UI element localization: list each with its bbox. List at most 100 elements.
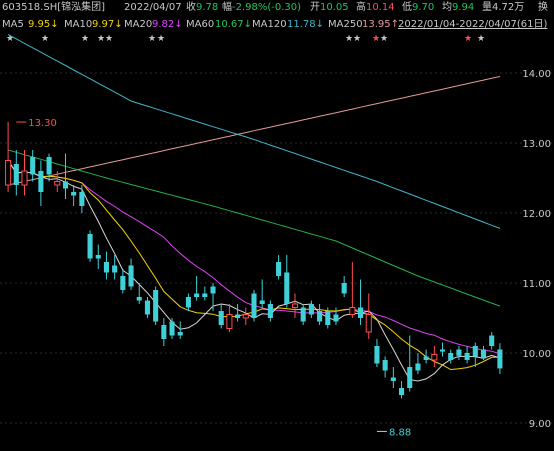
close-value: 9.78: [196, 2, 219, 13]
ma250-value: 13.95↑: [362, 19, 400, 30]
candle-body: [13, 164, 19, 185]
candle-body: [242, 314, 249, 319]
candle-body: [226, 314, 233, 329]
open-label: 开: [310, 2, 320, 13]
symbol-label: 603518.SH[锦泓集团]: [2, 2, 106, 13]
date-label: 2022/04/07: [124, 2, 182, 13]
candle-body: [365, 314, 372, 333]
close-label: 收: [186, 2, 196, 13]
avg-label: 均: [442, 2, 452, 13]
ma10-label: MA10: [64, 19, 93, 30]
ma20-value: 9.82↓: [152, 19, 183, 30]
ma250-line: [7, 76, 501, 186]
y-tick-label: 11.00: [522, 279, 551, 290]
ma60-value: 10.67↓: [215, 19, 253, 30]
candle-body: [136, 297, 142, 301]
star-icon: ★: [353, 34, 361, 44]
candle-body: [194, 293, 200, 297]
y-tick-label: 12.00: [522, 209, 551, 220]
ma5-value: 9.95↓: [28, 19, 59, 30]
candle-body: [358, 307, 364, 318]
candle-body: [291, 303, 299, 308]
star-icon: ★: [6, 34, 14, 44]
candle-body: [374, 346, 380, 364]
y-tick-label: 10.00: [522, 349, 551, 360]
star-icon: ★: [97, 34, 105, 44]
high-value: 10.14: [366, 2, 395, 13]
candle-body: [103, 262, 109, 273]
event-markers: ★ ★ ★ ★ ★ ★ ★ ★ ★ ★ ★ ★ ★: [6, 34, 485, 44]
candle-body: [21, 170, 28, 186]
candle-body: [382, 360, 388, 371]
ma60-line: [7, 149, 501, 307]
change-label: 幅: [222, 2, 232, 13]
candle-body: [95, 255, 101, 259]
star-icon: ★: [372, 34, 380, 44]
candle-body: [177, 332, 183, 336]
candle-body: [144, 300, 150, 315]
volume-label: 量: [482, 2, 492, 13]
candle-body: [439, 349, 446, 352]
candle-body: [497, 349, 503, 369]
ma120-line: [7, 34, 501, 229]
candles: [5, 122, 503, 399]
low-label: 低: [402, 2, 412, 13]
candle-body: [30, 157, 36, 175]
candle-body: [349, 307, 356, 315]
low-value: 9.70: [412, 2, 435, 13]
star-icon: ★: [41, 34, 49, 44]
candle-body: [259, 300, 265, 304]
ma20-label: MA20: [124, 19, 153, 30]
candle-body: [284, 272, 290, 304]
candle-body: [390, 377, 396, 381]
candle-body: [202, 293, 208, 297]
y-tick-label: 14.00: [522, 69, 551, 80]
ma-legend: MA5 9.95↓ MA10 9.97↓ MA20 9.82↓ MA60 10.…: [0, 19, 554, 33]
high-label: 高: [356, 2, 366, 13]
turnover-label: 换: [538, 2, 548, 13]
candle-body: [161, 325, 167, 339]
star-icon: ★: [105, 34, 113, 44]
volume-value: 4.72万: [492, 2, 525, 13]
candle-body: [448, 353, 454, 360]
star-icon: ★: [148, 34, 156, 44]
candle-body: [456, 349, 462, 356]
candle-body: [87, 234, 93, 259]
date-range[interactable]: 2022/01/04-2022/04/07(61日): [398, 19, 548, 30]
candle-body: [46, 157, 52, 175]
candle-body: [79, 192, 85, 206]
candle-body: [399, 388, 405, 395]
annotation-label: 8.88: [389, 427, 411, 438]
open-value: 10.05: [320, 2, 349, 13]
candle-body: [128, 265, 134, 287]
y-tick-label: 13.00: [522, 139, 551, 150]
change-value: -2.98%(-0.30): [232, 2, 302, 13]
candle-body: [38, 171, 44, 192]
quote-header: 603518.SH[锦泓集团] 2022/04/07 收 9.78 幅 -2.9…: [0, 0, 554, 18]
ma250-label: MA250: [328, 19, 363, 30]
candle-body: [341, 283, 347, 294]
candle-body: [120, 276, 126, 290]
candle-body: [333, 314, 339, 322]
candle-body: [431, 353, 438, 361]
ma60-label: MA60: [186, 19, 215, 30]
candle-body: [308, 304, 314, 315]
candle-body: [267, 304, 273, 318]
star-icon: ★: [477, 34, 485, 44]
price-annotations: 13.30 8.88: [16, 118, 411, 438]
ma120-value: 11.78↓: [287, 19, 325, 30]
star-icon: ★: [464, 34, 472, 44]
candle-body: [325, 311, 331, 325]
candle-body: [112, 265, 118, 273]
y-tick-label: 9.00: [529, 419, 551, 430]
candle-body: [218, 311, 224, 325]
star-icon: ★: [380, 34, 388, 44]
candle-body: [407, 367, 413, 388]
candle-body: [169, 321, 175, 336]
candle-body: [464, 353, 470, 360]
candle-body: [185, 297, 191, 308]
star-icon: ★: [345, 34, 353, 44]
annotation-label: 13.30: [28, 118, 57, 129]
avg-value: 9.94: [452, 2, 475, 13]
